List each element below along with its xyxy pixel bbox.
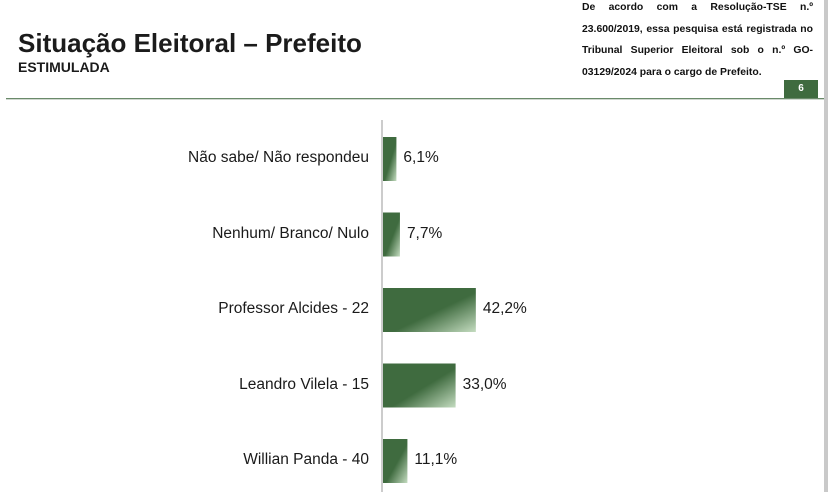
header-divider xyxy=(6,98,824,99)
value-label: 42,2% xyxy=(482,300,527,317)
bar xyxy=(383,439,408,483)
bar xyxy=(383,137,397,181)
bar xyxy=(383,363,456,408)
bar xyxy=(383,288,476,332)
registration-note: De acordo com a Resolução-TSE n.º 23.600… xyxy=(582,2,813,78)
header-divider-accent xyxy=(6,99,824,100)
category-label: Leandro Vilela - 15 xyxy=(239,375,369,393)
bar-chart: Não sabe/ Não respondeu 6,1% Nenhum/ Branc… xyxy=(0,100,828,492)
category-label: Professor Alcides - 22 xyxy=(218,300,369,317)
category-label: Willian Panda - 40 xyxy=(243,451,369,468)
page-subtitle: ESTIMULADA xyxy=(18,59,110,75)
page-number-badge: 6 xyxy=(784,80,818,98)
category-label: Nenhum/ Branco/ Nulo xyxy=(212,224,369,242)
value-label: 11,1% xyxy=(414,451,458,468)
value-label: 6,1% xyxy=(403,149,439,166)
page-title: Situação Eleitoral – Prefeito xyxy=(18,28,362,58)
category-label: Não sabe/ Não respondeu xyxy=(188,149,369,166)
value-label: 7,7% xyxy=(406,224,443,242)
bar-chart-canvas xyxy=(381,120,476,492)
value-label: 33,0% xyxy=(462,375,507,393)
bar xyxy=(383,212,400,257)
